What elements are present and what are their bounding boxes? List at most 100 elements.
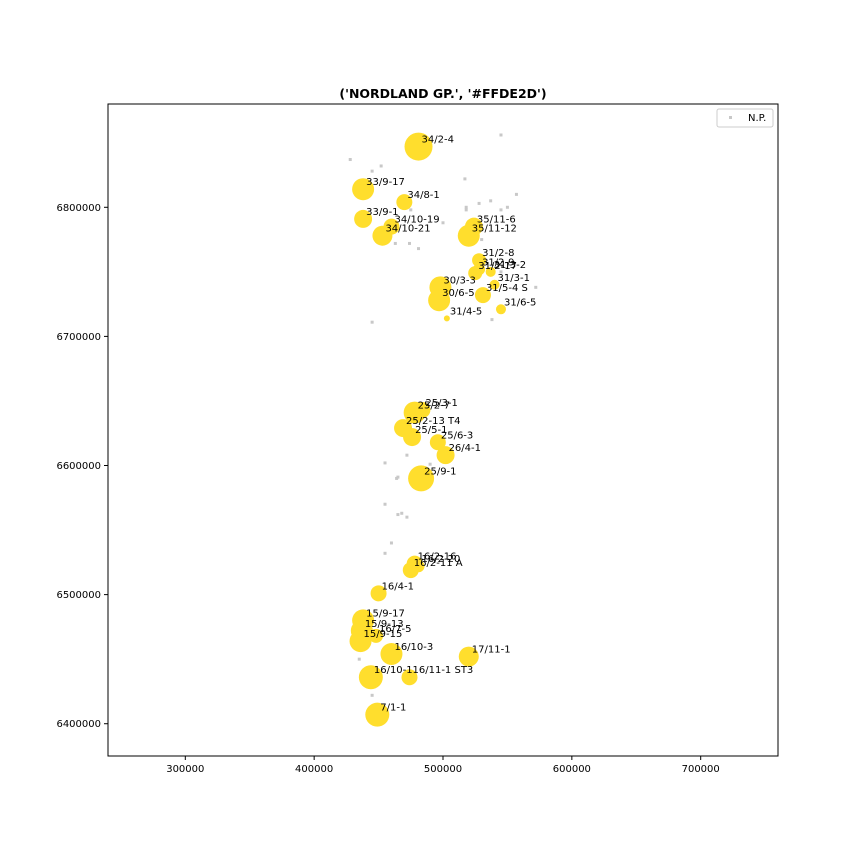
well-marker [370,585,387,602]
np-point [417,247,421,251]
well-marker [428,289,451,312]
well-marker [403,401,426,424]
well-label: 16/2-16 [418,552,457,563]
wells-layer [349,132,506,727]
well-marker [349,630,372,653]
well-marker [358,665,383,690]
legend-box [716,108,774,128]
np-point [395,476,399,480]
np-point [405,453,409,457]
well-label: 33/9-1 [366,207,398,218]
well-label: 25/2-13 T4 [406,416,460,427]
np-point [383,502,387,506]
np-point [383,461,387,465]
well-marker [396,194,413,211]
well-label: 31/3-2 [494,260,526,271]
well-marker [468,266,483,281]
y-tick-label: 6800000 [56,203,101,214]
np-point [490,318,494,322]
legend-entry-np: N.P. [748,113,766,124]
legend: N.P. [716,108,774,128]
well-label: 16/11-1 ST3 [413,665,474,676]
np-point [514,192,518,196]
np-point [405,515,409,519]
well-marker [354,209,373,228]
np-point [370,320,374,324]
np-point [505,205,509,209]
well-label: 16/10-3 [394,642,433,653]
well-marker [408,465,435,492]
x-tick-label: 500000 [424,764,462,775]
well-label: 16/4-1 [382,581,414,592]
np-point [409,208,413,212]
np-point [441,221,445,225]
np-point [348,158,352,162]
well-label: 15/9-15 [364,629,403,640]
well-label: 31/2-9 [482,257,514,268]
np-point [464,205,468,209]
np-point [389,541,393,545]
np-point [499,133,503,137]
np-points-layer [348,133,538,697]
y-tick-label: 6500000 [56,590,101,601]
well-label: 33/9-17 [366,177,405,188]
well-label: 16/2-20 [422,554,461,565]
well-label: 31/2-17 [478,261,517,272]
np-point [499,270,503,274]
well-marker [495,304,506,315]
x-tick-label: 300000 [166,764,204,775]
well-label: 15/9-13 [365,619,404,630]
well-label: 34/8-1 [407,190,439,201]
well-label: 7/1-1 [380,703,406,714]
well-marker [352,178,375,201]
well-label: 25/9-1 [424,466,456,477]
well-label: 25/3-1 [425,398,457,409]
legend-marker-np [729,116,732,119]
well-marker [369,628,383,643]
well-marker [458,646,479,667]
well-label: 25/5-1 [415,425,447,436]
well-marker [443,315,450,322]
np-point [393,241,397,245]
well-marker [436,446,455,465]
x-tick-label: 600000 [553,764,591,775]
y-tick-label: 6700000 [56,332,101,343]
well-marker [489,279,500,290]
well-label: 30/3-3 [443,275,475,286]
x-axis: 300000 400000 500000 600000 700000 [166,756,720,775]
np-point [357,657,361,661]
np-point [499,208,503,212]
well-label: 35/11-6 [477,215,516,226]
well-label: 31/4-5 [450,306,482,317]
well-label: 31/3-1 [498,273,530,284]
well-label: 17/11-1 [472,645,511,656]
well-label: 34/10-21 [385,224,430,235]
chart-title: ('NORDLAND GP.', '#FFDE2D') [339,86,546,101]
np-point [480,238,484,242]
np-point [464,208,468,212]
well-label: 35/11-12 [472,224,517,235]
well-label: 31/5-4 S [486,283,528,294]
well-label: 16/10-1 [374,665,413,676]
np-point [396,513,400,517]
y-tick-label: 6400000 [56,719,101,730]
well-marker [474,287,491,304]
well-label: 25/2-7 [418,401,450,412]
well-label: 25/6-3 [441,430,473,441]
well-marker [401,669,418,686]
well-label: 31/6-5 [504,297,536,308]
np-point [534,285,538,289]
well-label: 15/9-17 [366,608,405,619]
well-label: 30/6-5 [442,288,474,299]
np-point [370,693,374,697]
np-point [477,201,481,205]
well-marker [380,643,403,666]
well-label: 16/2-11 A [414,558,463,569]
np-point [489,199,493,203]
np-point [428,462,432,466]
np-point [370,169,374,173]
well-marker [372,225,393,246]
well-marker [485,266,496,277]
